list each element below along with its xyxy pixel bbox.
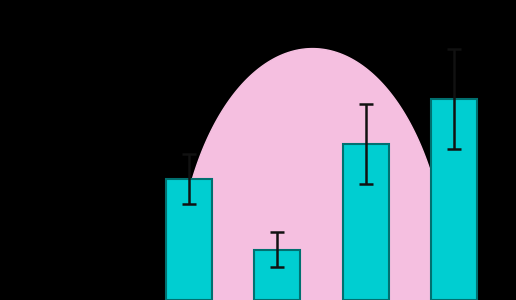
Polygon shape [175,49,449,300]
Bar [431,99,477,300]
Bar [254,250,300,300]
Bar [343,144,389,300]
Bar [166,179,212,300]
